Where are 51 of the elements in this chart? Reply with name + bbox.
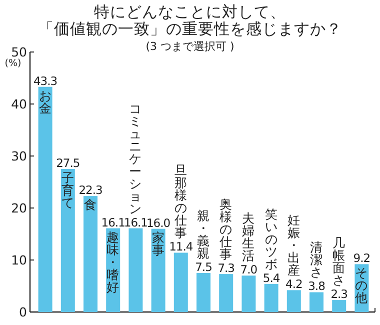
y-axis-title: (%) [4, 58, 22, 69]
x-tick-label: 旦那様の仕事 [173, 162, 188, 240]
data-label: 43.3 [33, 74, 58, 88]
data-label: 9.2 [353, 251, 370, 266]
y-tick-label: 50 [11, 44, 28, 60]
x-tick-label: 几帳面さ [332, 235, 346, 288]
category-label: コミュニケーション [129, 100, 142, 216]
x-tick-label: 趣味・嗜好 [106, 229, 120, 294]
data-label: 27.5 [56, 156, 80, 170]
y-tick-label: 40 [11, 96, 28, 112]
data-label: 16.0 [146, 216, 170, 230]
data-label: 7.0 [240, 262, 258, 277]
data-label: 11.4 [169, 240, 193, 254]
bar [196, 273, 210, 312]
bar [38, 86, 52, 312]
data-label: 7.5 [195, 260, 212, 274]
y-tick-label: 0 [19, 304, 28, 320]
x-tick-label: 子育て [61, 170, 74, 210]
data-label: 4.2 [286, 277, 302, 292]
data-label: 22.3 [78, 183, 102, 198]
data-label: 16.1 [124, 215, 148, 230]
data-label: 3.8 [308, 279, 326, 294]
x-tick-label: 夫婦生活 [242, 210, 256, 264]
x-tick-label: お金 [38, 88, 52, 116]
data-label: 5.4 [262, 270, 280, 285]
x-tick-label: 食 [84, 197, 97, 212]
bar [219, 274, 234, 312]
bar [264, 284, 278, 312]
bar [60, 169, 75, 312]
x-tick-label: 妊娠・出産 [287, 212, 300, 278]
bar [332, 300, 346, 312]
chart-title: 特にどんなことに対して、「価値観の一致」の重要性を感じますか？ [37, 3, 343, 38]
bar [128, 228, 143, 312]
y-tick-label: 10 [11, 252, 28, 268]
data-label: 16.1 [101, 215, 126, 230]
x-tick-label: 家事 [152, 230, 165, 258]
x-tick-label: 親・義親 [197, 208, 210, 260]
y-tick-label: 20 [11, 200, 28, 216]
x-tick-label: 奥様の仕事 [218, 196, 233, 262]
bar [286, 290, 301, 312]
data-label: 2.3 [330, 287, 348, 302]
chart-subtitle: (3 つまで選択可 ) [146, 40, 234, 53]
bar [84, 196, 98, 312]
bar [174, 252, 188, 312]
bar [242, 276, 256, 312]
bar [310, 292, 324, 312]
x-tick-label: その他 [355, 265, 368, 306]
y-tick-label: 30 [11, 148, 28, 164]
x-tick-label: 清潔さ [310, 240, 323, 280]
data-label: 7.3 [218, 261, 235, 276]
x-tick-label: 笑いのツボ [264, 206, 278, 272]
